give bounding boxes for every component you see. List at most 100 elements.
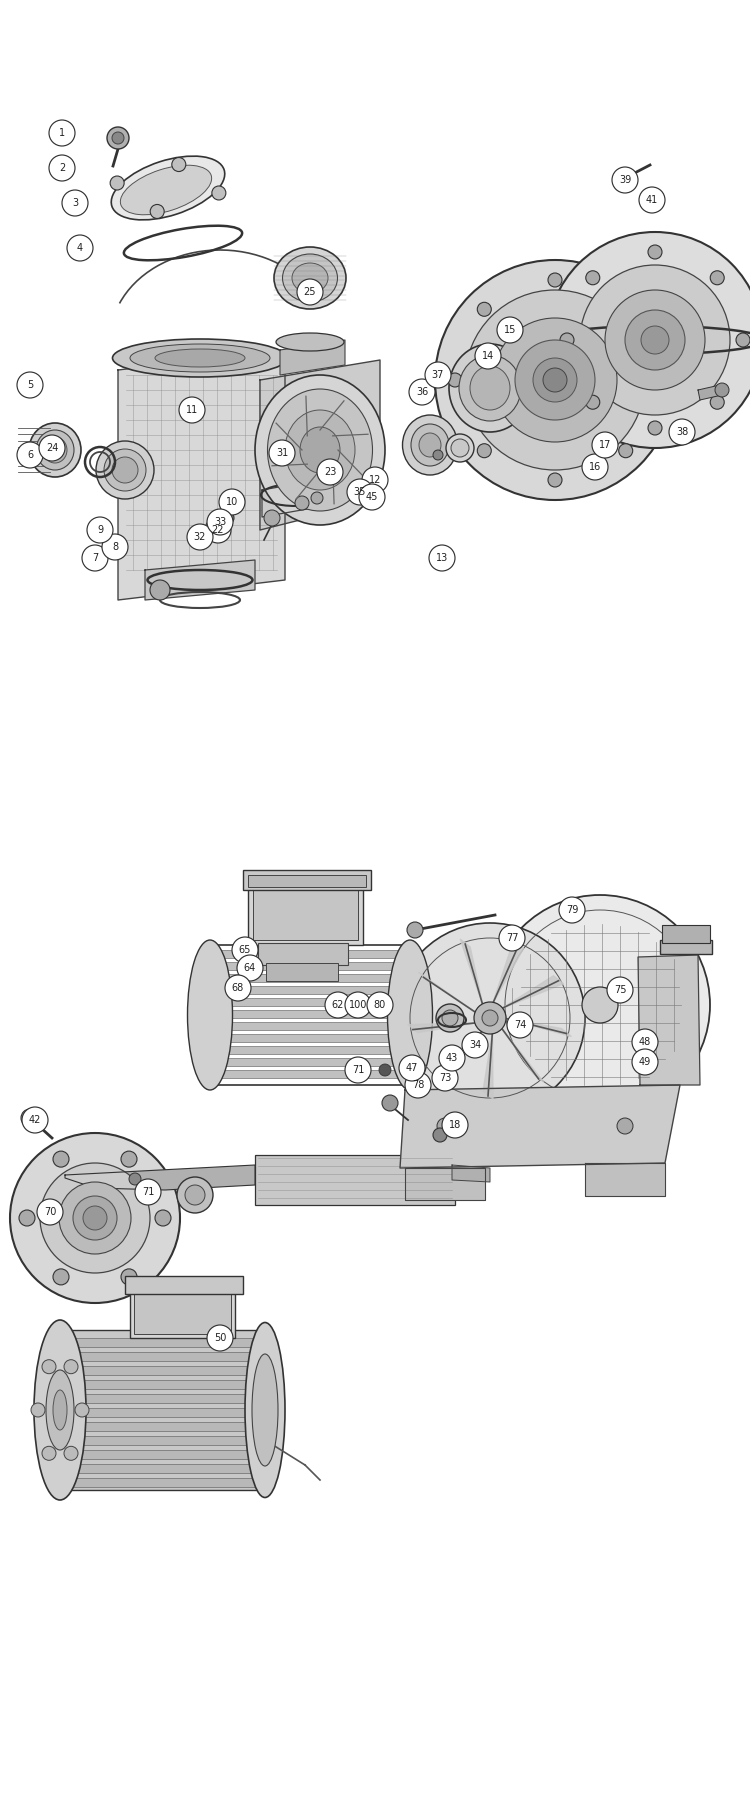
Circle shape [269, 439, 295, 466]
Circle shape [185, 1184, 205, 1204]
Circle shape [582, 986, 618, 1022]
Circle shape [73, 1195, 117, 1240]
Circle shape [493, 319, 617, 443]
FancyBboxPatch shape [660, 940, 712, 954]
Circle shape [333, 1001, 343, 1010]
Circle shape [432, 1066, 458, 1091]
Text: 75: 75 [614, 985, 626, 995]
Circle shape [477, 302, 491, 317]
FancyBboxPatch shape [258, 943, 348, 965]
Circle shape [31, 1402, 45, 1417]
Bar [210, 1069, 410, 1078]
Circle shape [53, 1269, 69, 1285]
Circle shape [53, 1152, 69, 1166]
Circle shape [121, 1269, 137, 1285]
Text: 50: 50 [214, 1334, 226, 1343]
Circle shape [559, 896, 585, 923]
Text: 41: 41 [646, 194, 658, 205]
Polygon shape [408, 1022, 477, 1033]
Polygon shape [419, 972, 477, 1013]
FancyBboxPatch shape [266, 963, 338, 981]
Text: 15: 15 [504, 326, 516, 335]
Ellipse shape [411, 425, 449, 466]
Circle shape [462, 1031, 488, 1058]
Circle shape [39, 436, 65, 461]
Circle shape [87, 517, 113, 544]
Circle shape [110, 176, 125, 191]
Circle shape [641, 326, 669, 355]
Circle shape [437, 1118, 453, 1134]
Bar [67, 1393, 265, 1402]
Text: 71: 71 [142, 1186, 154, 1197]
Ellipse shape [446, 434, 474, 463]
FancyBboxPatch shape [134, 1294, 231, 1334]
Circle shape [475, 344, 501, 369]
Ellipse shape [449, 344, 531, 432]
FancyBboxPatch shape [662, 925, 710, 943]
Circle shape [317, 459, 343, 484]
Circle shape [710, 396, 724, 409]
Circle shape [490, 895, 710, 1114]
Circle shape [548, 274, 562, 286]
Circle shape [345, 992, 371, 1019]
Text: 12: 12 [369, 475, 381, 484]
Bar [210, 1010, 410, 1019]
Circle shape [64, 1447, 78, 1460]
Circle shape [359, 484, 385, 509]
Ellipse shape [53, 1390, 67, 1429]
Circle shape [715, 383, 729, 398]
Ellipse shape [155, 349, 245, 367]
Circle shape [669, 419, 695, 445]
Circle shape [211, 185, 226, 200]
Circle shape [232, 938, 258, 963]
Text: 33: 33 [214, 517, 226, 527]
FancyBboxPatch shape [248, 875, 366, 887]
Circle shape [619, 445, 633, 457]
Circle shape [264, 509, 280, 526]
Circle shape [409, 380, 435, 405]
Circle shape [547, 232, 750, 448]
Text: 39: 39 [619, 175, 632, 185]
Circle shape [533, 358, 577, 401]
Text: 71: 71 [352, 1066, 364, 1075]
Circle shape [448, 373, 462, 387]
Text: 7: 7 [92, 553, 98, 563]
Circle shape [135, 1179, 161, 1204]
Text: 73: 73 [439, 1073, 452, 1084]
Bar [67, 1366, 265, 1375]
Circle shape [482, 1010, 498, 1026]
Circle shape [21, 1109, 39, 1127]
Circle shape [619, 302, 633, 317]
Text: 2: 2 [58, 164, 65, 173]
Circle shape [75, 1402, 89, 1417]
Polygon shape [638, 956, 700, 1085]
Polygon shape [67, 1330, 265, 1490]
Circle shape [499, 925, 525, 950]
Circle shape [617, 1118, 633, 1134]
Text: 9: 9 [97, 526, 103, 535]
Circle shape [42, 1359, 56, 1373]
Circle shape [425, 362, 451, 389]
Bar [67, 1352, 265, 1361]
Circle shape [362, 466, 388, 493]
Ellipse shape [470, 365, 510, 410]
Circle shape [435, 259, 675, 500]
Bar [67, 1408, 265, 1417]
Circle shape [347, 479, 373, 506]
Circle shape [311, 491, 323, 504]
Circle shape [225, 976, 251, 1001]
Circle shape [49, 155, 75, 182]
Circle shape [648, 421, 662, 436]
Text: 48: 48 [639, 1037, 651, 1048]
Circle shape [82, 545, 108, 571]
Circle shape [442, 1112, 468, 1138]
Circle shape [429, 545, 455, 571]
Circle shape [607, 977, 633, 1003]
Circle shape [64, 1359, 78, 1373]
Circle shape [187, 524, 213, 551]
Text: 78: 78 [412, 1080, 424, 1091]
Circle shape [582, 454, 608, 481]
Polygon shape [400, 1085, 680, 1168]
Circle shape [382, 1094, 398, 1111]
FancyBboxPatch shape [253, 889, 358, 940]
